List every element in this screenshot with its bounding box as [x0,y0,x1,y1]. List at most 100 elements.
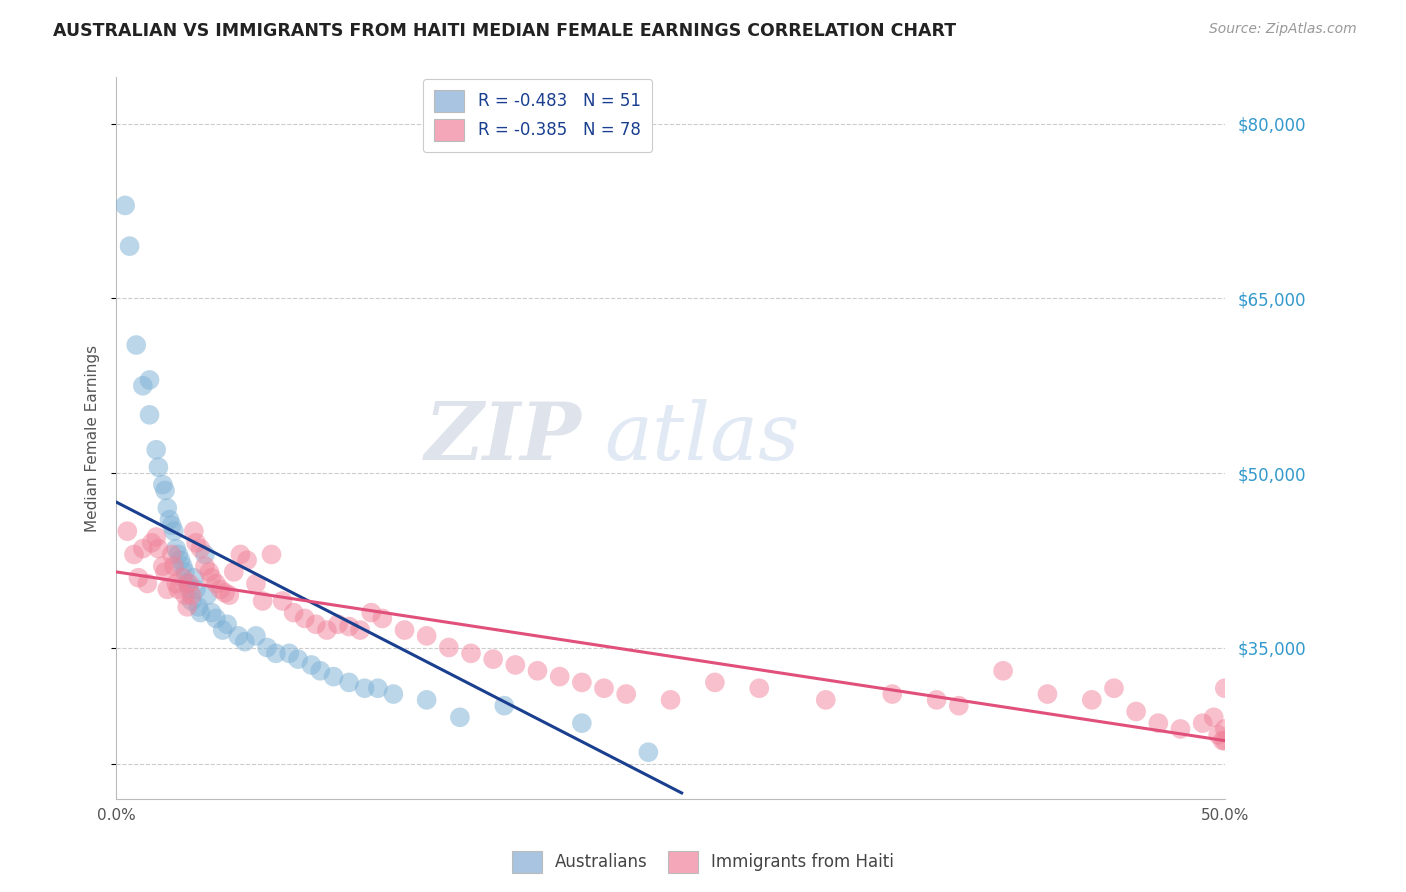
Point [309,664,332,678]
Point [218,588,240,602]
Point [138,373,160,387]
Point [194,548,217,562]
Point [337,619,360,633]
Point [159,512,181,526]
Point [167,582,190,597]
Point [214,586,236,600]
Point [1170,722,1192,736]
Point [1212,733,1234,747]
Point [174,565,197,579]
Point [194,559,217,574]
Point [382,687,405,701]
Point [593,681,616,696]
Text: AUSTRALIAN VS IMMIGRANTS FROM HAITI MEDIAN FEMALE EARNINGS CORRELATION CHART: AUSTRALIAN VS IMMIGRANTS FROM HAITI MEDI… [53,22,956,40]
Point [114,198,136,212]
Point [190,606,212,620]
Point [211,623,233,637]
Point [172,559,194,574]
Point [571,716,593,731]
Point [415,693,437,707]
Point [814,693,837,707]
Point [117,524,139,538]
Point [172,571,194,585]
Point [226,629,249,643]
Point [209,582,232,597]
Point [201,571,224,585]
Point [145,530,167,544]
Point [367,681,389,696]
Point [1202,710,1225,724]
Point [614,687,637,701]
Point [526,664,548,678]
Point [169,553,191,567]
Point [141,536,163,550]
Point [198,565,221,579]
Point [153,565,176,579]
Point [180,588,202,602]
Point [748,681,770,696]
Point [415,629,437,643]
Point [548,670,571,684]
Point [287,652,309,666]
Point [205,576,228,591]
Point [180,594,202,608]
Point [205,611,228,625]
Point [195,588,218,602]
Text: ZIP: ZIP [425,400,582,477]
Point [127,571,149,585]
Point [160,518,183,533]
Point [294,611,316,625]
Point [1081,693,1104,707]
Point [1147,716,1170,731]
Point [337,675,360,690]
Point [494,698,516,713]
Point [187,599,209,614]
Point [125,338,148,352]
Point [571,675,593,690]
Point [264,646,287,660]
Point [138,408,160,422]
Point [179,582,201,597]
Point [278,646,301,660]
Text: atlas: atlas [605,400,800,477]
Point [322,670,344,684]
Point [148,541,170,556]
Point [353,681,375,696]
Point [233,634,256,648]
Point [283,606,305,620]
Point [437,640,460,655]
Text: Source: ZipAtlas.com: Source: ZipAtlas.com [1209,22,1357,37]
Point [1191,716,1213,731]
Point [163,524,186,538]
Point [156,582,179,597]
Point [1206,728,1229,742]
Point [184,536,207,550]
Point [349,623,371,637]
Point [160,548,183,562]
Point [118,239,141,253]
Point [176,599,198,614]
Point [176,576,198,591]
Point [163,559,186,574]
Point [184,582,207,597]
Point [1102,681,1125,696]
Point [229,548,252,562]
Y-axis label: Median Female Earnings: Median Female Earnings [86,344,100,532]
Point [637,745,659,759]
Point [256,640,278,655]
Point [222,565,245,579]
Point [132,541,155,556]
Point [165,541,187,556]
Point [148,460,170,475]
Point [217,617,239,632]
Point [882,687,904,701]
Point [1213,722,1236,736]
Point [132,378,155,392]
Point [1036,687,1059,701]
Point [703,675,725,690]
Point [145,442,167,457]
Point [505,657,527,672]
Point [326,617,349,632]
Point [1125,705,1147,719]
Point [394,623,416,637]
